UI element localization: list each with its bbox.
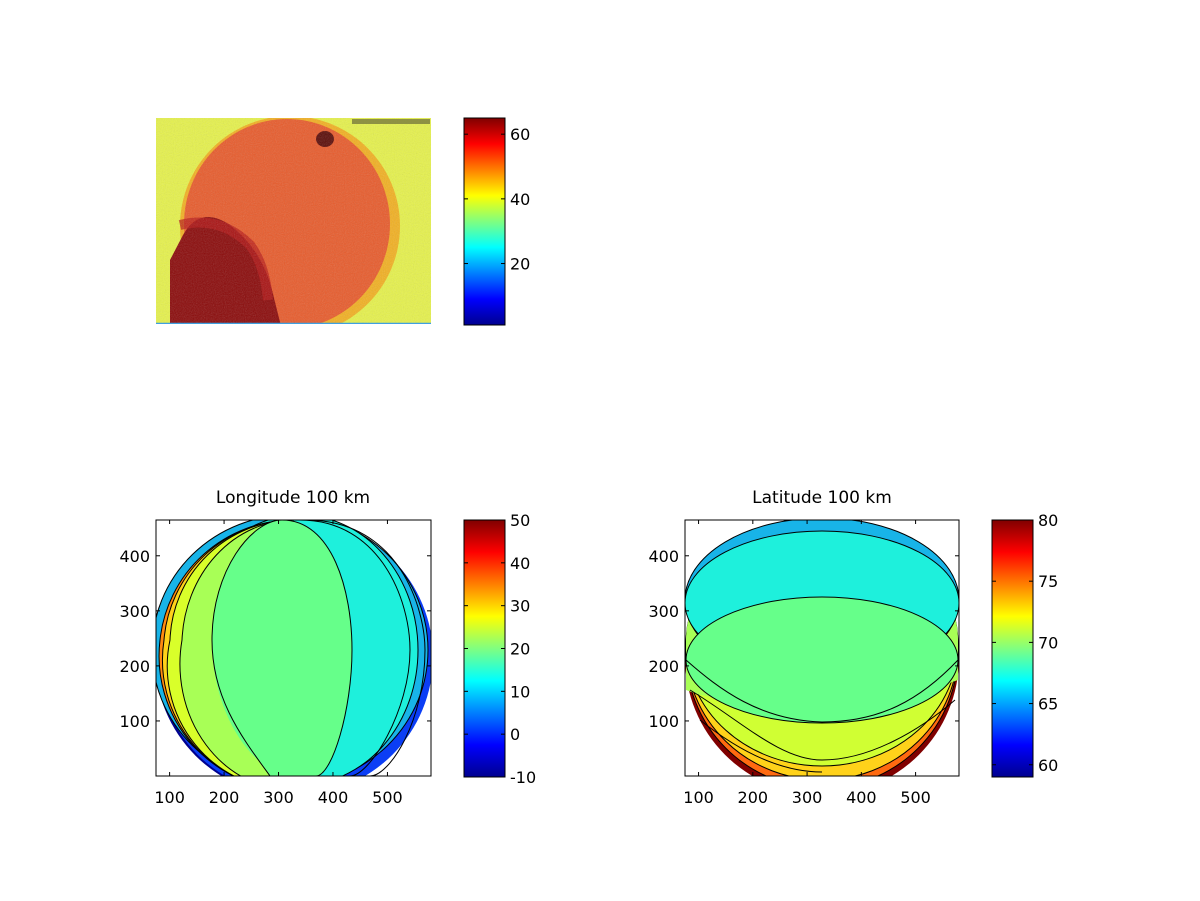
chart-title-latitude: Latitude 100 km (752, 488, 892, 508)
image-noise (156, 118, 431, 324)
colorbar-longitude: -10 0 10 20 30 40 50 (463, 511, 536, 787)
y-tick-label: 300 (648, 602, 679, 621)
colorbar-gradient (464, 520, 505, 777)
colorbar-tick-label: 50 (510, 511, 530, 530)
ticks-longitude: 100 200 300 400 500 100 200 300 400 (119, 520, 431, 807)
colorbar-tick-label: 70 (1038, 633, 1058, 652)
x-tick-label: 500 (900, 788, 931, 807)
colorbar-tick-label: 30 (510, 597, 530, 616)
x-tick-label: 200 (738, 788, 769, 807)
colorbar-gradient (464, 118, 505, 325)
x-tick-label: 300 (263, 788, 294, 807)
axes-frame-longitude (155, 519, 432, 777)
x-tick-label: 200 (209, 788, 240, 807)
colorbar-gradient (992, 520, 1033, 777)
colorbar-tick-label: 75 (1038, 572, 1058, 591)
y-tick-label: 200 (119, 657, 150, 676)
colorbar-tick-label: 40 (510, 190, 530, 209)
y-tick-label: 400 (648, 547, 679, 566)
x-tick-label: 100 (683, 788, 714, 807)
colorbar-tick-label: 10 (510, 682, 530, 701)
colorbar-tick-label: 0 (510, 725, 520, 744)
colorbar-image: 20 40 60 (463, 117, 530, 326)
longitude-plot: 100 200 300 400 500 100 200 300 400 (119, 519, 432, 807)
ticks-latitude: 100 200 300 400 500 100 200 300 400 (648, 520, 959, 807)
x-tick-label: 300 (792, 788, 823, 807)
y-tick-label: 200 (648, 657, 679, 676)
colorbar-tick-label: 60 (1038, 756, 1058, 775)
colorbar-tick-label: 40 (510, 554, 530, 573)
y-tick-label: 100 (119, 712, 150, 731)
colorbar-tick-label: -10 (510, 768, 536, 787)
axes-frame-latitude (684, 519, 960, 777)
y-tick-label: 300 (119, 602, 150, 621)
colorbar-tick-label: 65 (1038, 695, 1058, 714)
y-tick-label: 100 (648, 712, 679, 731)
chart-title-longitude: Longitude 100 km (216, 488, 370, 508)
colorbar-latitude: 60 65 70 75 80 (991, 511, 1058, 778)
colorbar-tick-label: 60 (510, 125, 530, 144)
x-tick-label: 100 (154, 788, 185, 807)
x-tick-label: 500 (372, 788, 403, 807)
image-panel (156, 118, 431, 324)
colorbar-tick-label: 20 (510, 640, 530, 659)
latitude-plot: 100 200 300 400 500 100 200 300 400 (648, 519, 960, 807)
colorbar-tick-label: 80 (1038, 511, 1058, 530)
x-tick-label: 400 (318, 788, 349, 807)
x-tick-label: 400 (846, 788, 877, 807)
colorbar-tick-label: 20 (510, 255, 530, 274)
y-tick-label: 400 (119, 547, 150, 566)
image-header-text (352, 119, 430, 124)
